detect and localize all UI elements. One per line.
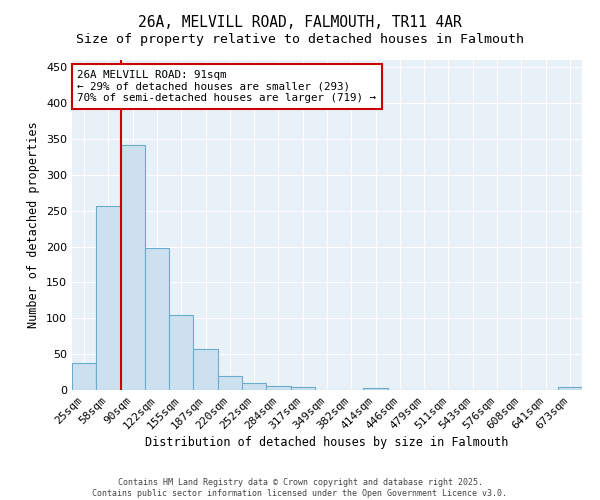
Bar: [266, 386, 290, 390]
Bar: [145, 248, 169, 390]
Bar: [72, 364, 96, 390]
Bar: [169, 314, 193, 390]
Bar: [96, 206, 121, 390]
Bar: [218, 376, 242, 390]
Bar: [364, 388, 388, 390]
Bar: [290, 387, 315, 390]
Text: Size of property relative to detached houses in Falmouth: Size of property relative to detached ho…: [76, 32, 524, 46]
Text: Contains HM Land Registry data © Crown copyright and database right 2025.
Contai: Contains HM Land Registry data © Crown c…: [92, 478, 508, 498]
X-axis label: Distribution of detached houses by size in Falmouth: Distribution of detached houses by size …: [145, 436, 509, 449]
Bar: [121, 146, 145, 390]
Bar: [193, 349, 218, 390]
Y-axis label: Number of detached properties: Number of detached properties: [28, 122, 40, 328]
Text: 26A MELVILL ROAD: 91sqm
← 29% of detached houses are smaller (293)
70% of semi-d: 26A MELVILL ROAD: 91sqm ← 29% of detache…: [77, 70, 376, 103]
Bar: [242, 383, 266, 390]
Text: 26A, MELVILL ROAD, FALMOUTH, TR11 4AR: 26A, MELVILL ROAD, FALMOUTH, TR11 4AR: [138, 15, 462, 30]
Bar: [558, 387, 582, 390]
